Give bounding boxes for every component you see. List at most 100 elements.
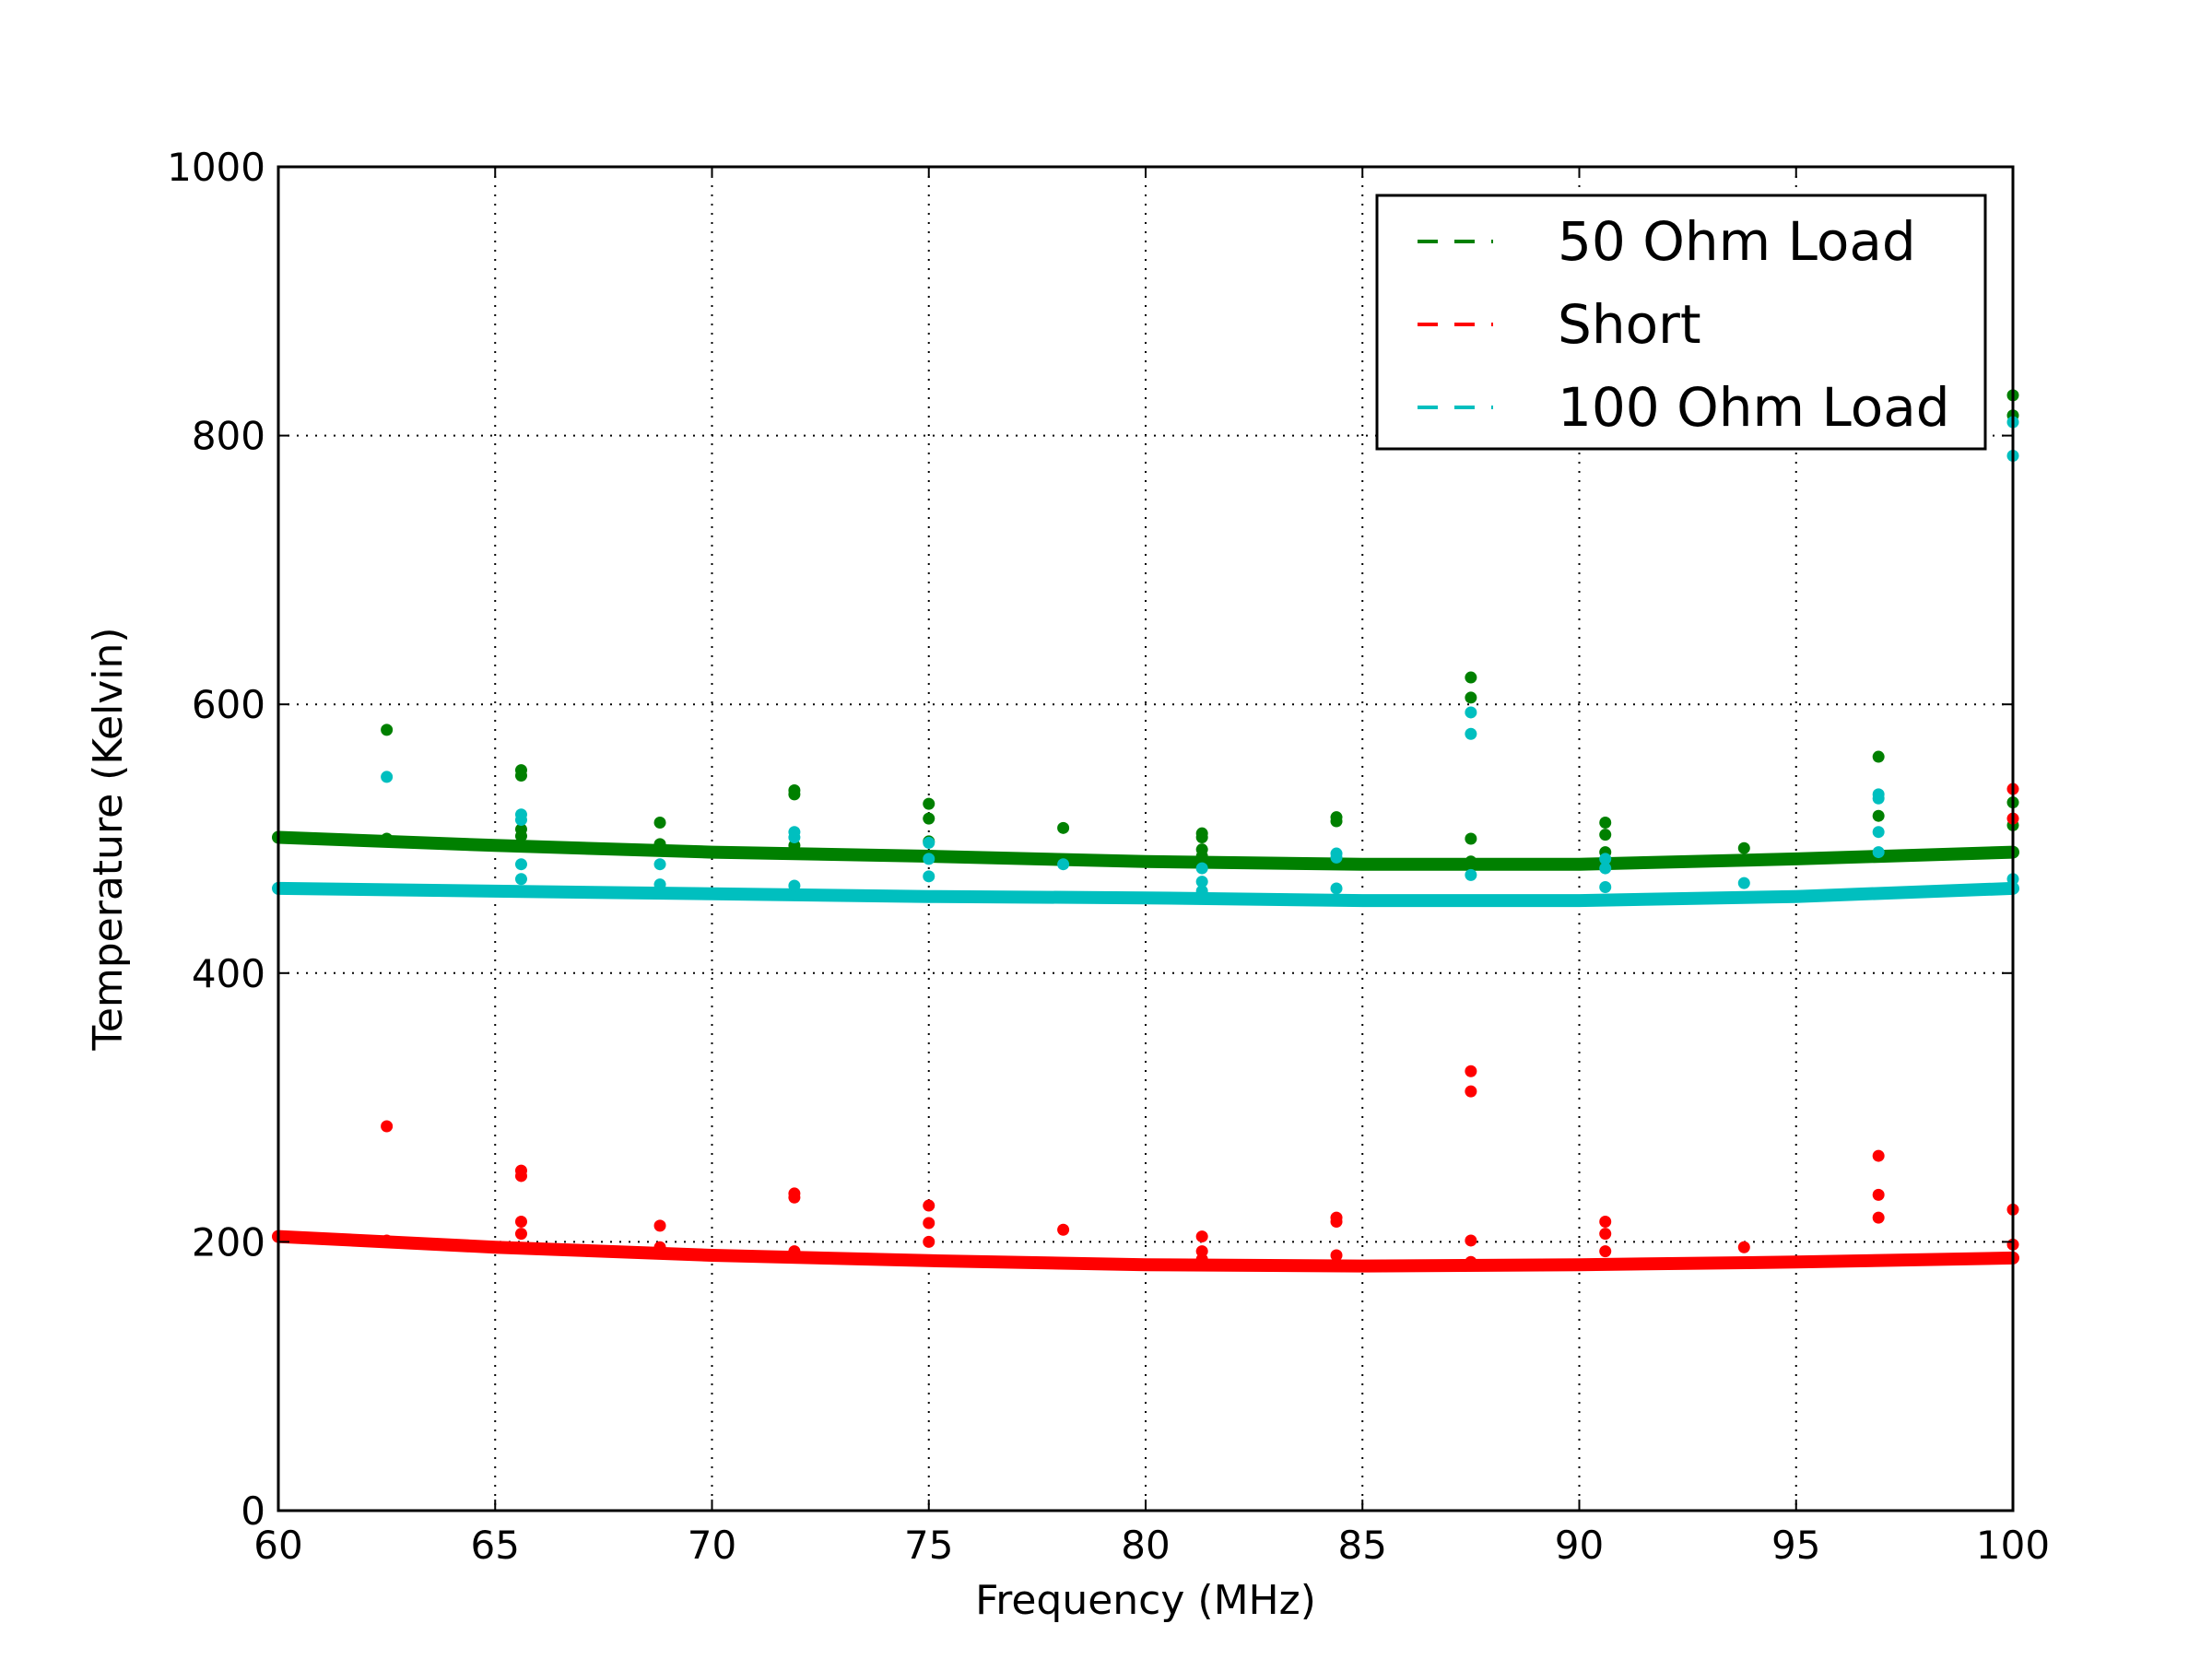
data-point — [653, 1241, 666, 1253]
data-point — [381, 832, 394, 845]
x-tick-label: 65 — [471, 1523, 520, 1568]
data-point — [1599, 1228, 1612, 1241]
data-point — [788, 788, 801, 801]
data-point — [788, 879, 801, 892]
data-point — [923, 836, 935, 849]
data-point — [1465, 727, 1477, 740]
data-point — [1872, 1211, 1885, 1224]
data-point — [1330, 882, 1343, 895]
legend-label: 50 Ohm Load — [1558, 210, 1916, 273]
data-point — [1465, 855, 1477, 868]
data-point — [514, 1170, 527, 1182]
data-point — [923, 1217, 935, 1230]
data-point — [514, 814, 527, 827]
x-tick-label: 80 — [1121, 1523, 1170, 1568]
data-point — [1599, 817, 1612, 830]
data-point — [514, 830, 527, 842]
data-point — [514, 1228, 527, 1241]
data-point — [1872, 750, 1885, 763]
x-tick-label: 60 — [253, 1523, 302, 1568]
data-point — [1599, 880, 1612, 893]
data-point — [514, 873, 527, 886]
legend-box — [1375, 194, 1987, 451]
data-point — [1737, 1241, 1750, 1253]
data-point — [1872, 826, 1885, 839]
data-point — [1872, 1149, 1885, 1162]
y-tick-label: 600 — [192, 682, 265, 727]
data-point — [1057, 1223, 1070, 1236]
legend: 50 Ohm Load Short 100 Ohm Load — [1375, 194, 1987, 451]
data-point — [1330, 851, 1343, 864]
x-tick-label: 75 — [904, 1523, 953, 1568]
data-point — [381, 1120, 394, 1133]
data-point — [1872, 809, 1885, 822]
data-point — [1465, 706, 1477, 719]
data-point — [1195, 862, 1208, 875]
data-point — [1465, 1085, 1477, 1098]
data-point — [381, 771, 394, 783]
x-tick-label: 95 — [1771, 1523, 1820, 1568]
plot-data — [272, 389, 2019, 1273]
data-point — [653, 858, 666, 871]
data-point — [514, 858, 527, 871]
legend-label: 100 Ohm Load — [1558, 376, 1950, 439]
x-axis-label: Frequency (MHz) — [975, 1577, 1316, 1624]
data-point — [1599, 862, 1612, 875]
data-point — [788, 1245, 801, 1258]
data-point — [653, 1219, 666, 1232]
data-point — [1872, 1188, 1885, 1201]
data-point — [653, 817, 666, 830]
data-point — [1330, 1216, 1343, 1229]
data-point — [1057, 821, 1070, 834]
data-point — [1330, 1249, 1343, 1262]
x-tick-label: 100 — [1976, 1523, 2050, 1568]
y-axis-label: Temperature (Kelvin) — [85, 627, 132, 1051]
data-point — [514, 769, 527, 782]
x-tick-label: 90 — [1555, 1523, 1604, 1568]
y-tick-label: 1000 — [167, 145, 265, 190]
data-point — [1465, 1065, 1477, 1077]
data-point — [1599, 829, 1612, 841]
series-line — [272, 830, 2019, 871]
data-point — [788, 831, 801, 844]
data-point — [1465, 1234, 1477, 1247]
x-tick-label: 85 — [1338, 1523, 1387, 1568]
data-point — [1599, 1216, 1612, 1229]
data-point — [1465, 868, 1477, 881]
legend-label: Short — [1558, 293, 1701, 356]
data-point — [1195, 876, 1208, 888]
y-tick-label: 200 — [192, 1219, 265, 1265]
data-point — [1195, 1253, 1208, 1265]
data-point — [381, 1234, 394, 1247]
data-point — [1737, 841, 1750, 854]
data-point — [1465, 832, 1477, 845]
data-point — [923, 870, 935, 883]
data-point — [1465, 671, 1477, 684]
y-tick-label: 0 — [241, 1488, 265, 1534]
data-point — [1872, 846, 1885, 859]
data-point — [1330, 815, 1343, 828]
data-point — [514, 1216, 527, 1229]
data-point — [653, 878, 666, 891]
data-point — [923, 1235, 935, 1248]
y-tick-label: 800 — [192, 414, 265, 459]
series-line — [272, 881, 2019, 908]
data-point — [1465, 691, 1477, 704]
data-point — [1057, 858, 1070, 871]
series-line — [272, 1230, 2019, 1273]
data-point — [1465, 1255, 1477, 1268]
data-point — [653, 838, 666, 851]
grid — [278, 167, 2013, 1511]
data-point — [1599, 1245, 1612, 1258]
y-tick-label: 400 — [192, 951, 265, 996]
x-tick-label: 70 — [688, 1523, 736, 1568]
data-point — [1195, 885, 1208, 898]
data-point — [923, 1199, 935, 1212]
data-point — [923, 812, 935, 825]
data-point — [923, 853, 935, 865]
data-point — [1737, 877, 1750, 889]
data-point — [1872, 792, 1885, 805]
data-point — [1599, 853, 1612, 865]
